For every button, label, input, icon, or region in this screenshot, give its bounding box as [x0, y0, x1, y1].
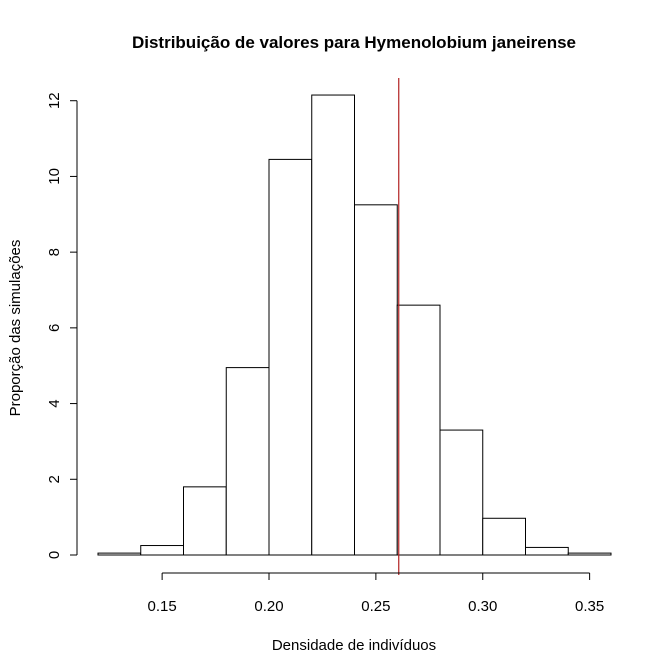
histogram-bar-8 [439, 429, 484, 556]
x-axis-label: Densidade de indivíduos [272, 637, 436, 654]
y-tick-label: 4 [46, 399, 63, 407]
x-tick-label: 0.15 [148, 598, 177, 615]
x-tick-label: 0.35 [575, 598, 604, 615]
histogram-bar-11 [567, 552, 612, 556]
histogram-bar-4 [268, 158, 313, 556]
histogram-bar-9 [482, 517, 526, 556]
y-tick-label: 8 [46, 248, 63, 256]
histogram-bar-1 [140, 545, 184, 556]
histogram-bar-10 [525, 546, 569, 556]
histogram-bar-7 [396, 304, 441, 556]
chart-title: Distribuição de valores para Hymenolobiu… [132, 33, 576, 52]
y-tick-label: 0 [46, 551, 63, 559]
y-axis: 0 2 4 6 8 10 12 [46, 92, 78, 559]
x-tick-label: 0.20 [254, 598, 283, 615]
histogram-bar-5 [311, 94, 355, 556]
x-axis: 0.15 0.20 0.25 0.30 0.35 [148, 572, 604, 615]
histogram-bar-6 [354, 204, 398, 556]
y-tick-label: 12 [46, 92, 63, 109]
histogram-bars [97, 94, 612, 556]
histogram-bar-2 [183, 486, 227, 556]
histogram-bar-0 [97, 552, 142, 556]
y-axis-label: Proporção das simulações [7, 240, 24, 417]
x-tick-label: 0.25 [361, 598, 390, 615]
y-tick-label: 6 [46, 324, 63, 332]
x-tick-label: 0.30 [468, 598, 497, 615]
y-tick-label: 10 [46, 168, 63, 185]
histogram-bar-3 [225, 367, 270, 556]
y-tick-label: 2 [46, 475, 63, 483]
